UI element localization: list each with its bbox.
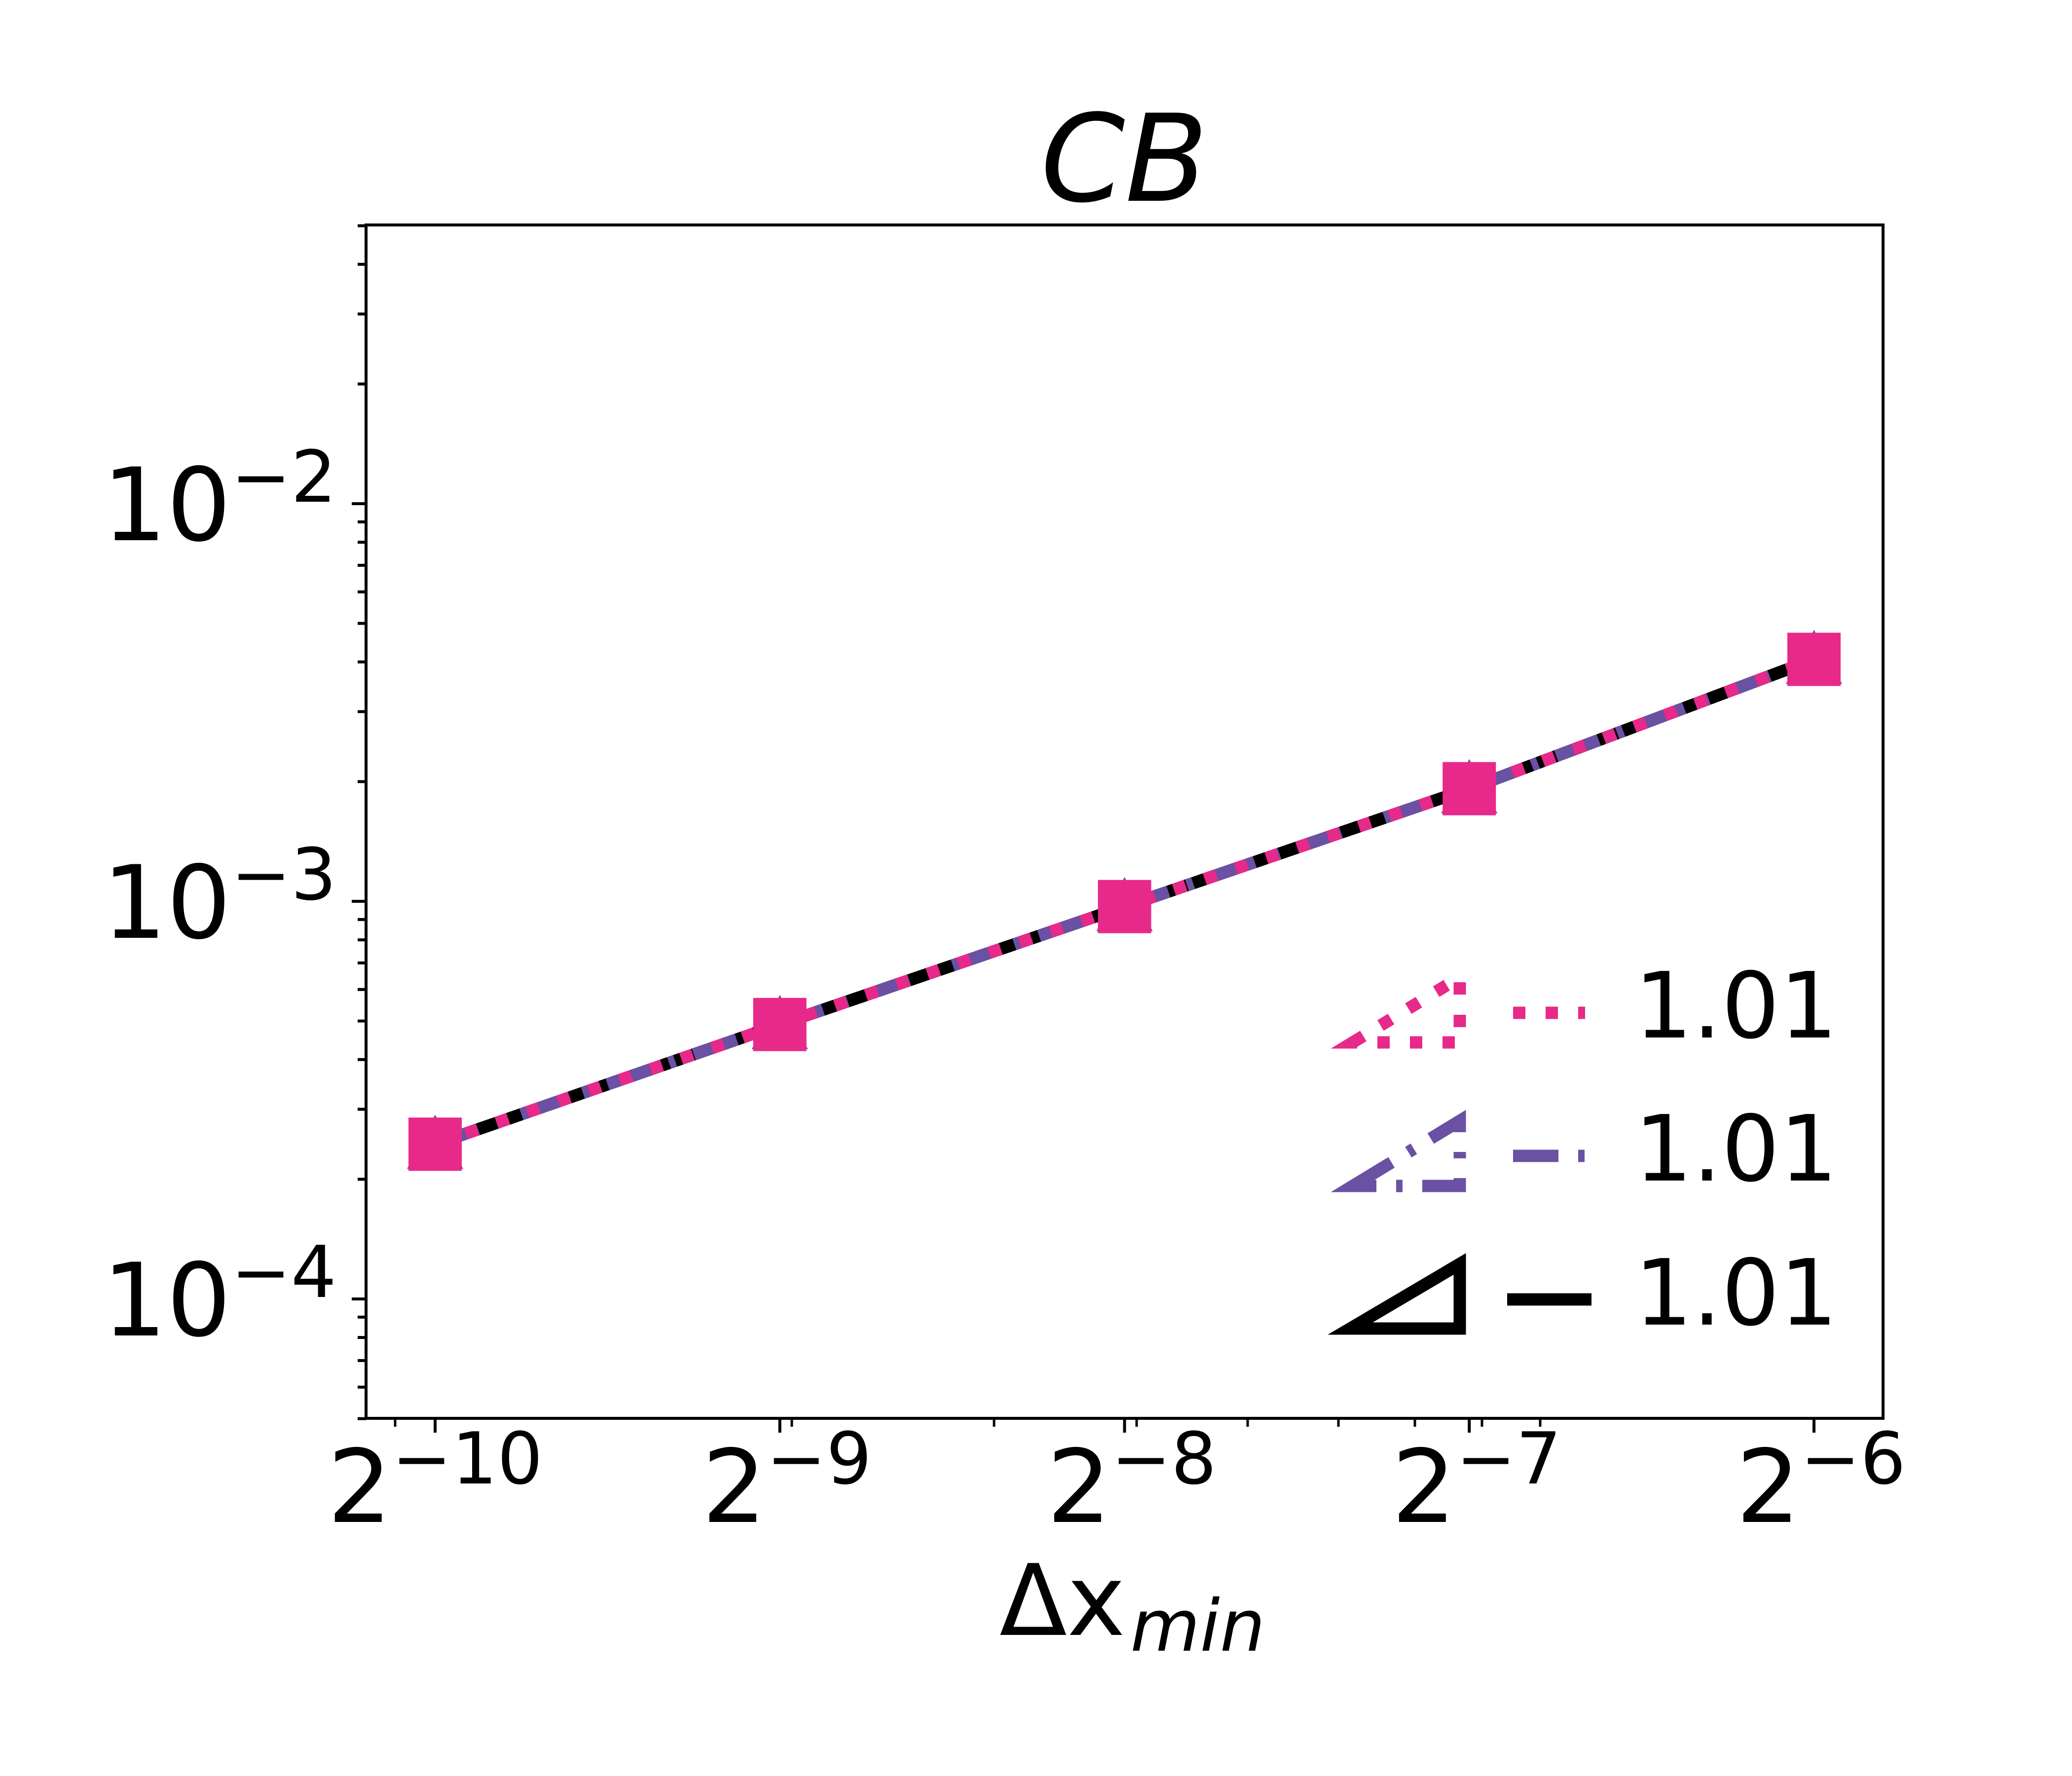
legend-entry-pink-dotted: 1.01 (1331, 953, 1838, 1059)
x-tick-label-2e-7: 2−7 (1392, 1417, 1561, 1546)
marker-layer (407, 629, 1842, 1171)
x-axis-labels: 2−10 2−9 2−8 2−7 2−6 (328, 1417, 1906, 1546)
y-tick-label-1e-2: 10−2 (102, 436, 336, 564)
y-axis-ticks (352, 224, 366, 1420)
square-marker-icon (753, 998, 807, 1051)
y-axis-labels: 10−2 10−3 10−4 (102, 436, 336, 1360)
plot-area (352, 223, 1885, 1433)
x-tick-label-2e-10: 2−10 (328, 1417, 543, 1546)
square-marker-icon (1098, 880, 1151, 933)
slope-triangle-icon (1331, 1110, 1466, 1192)
slope-triangle-icon (1328, 1253, 1466, 1335)
square-marker-icon (1443, 762, 1496, 815)
legend-label: 1.01 (1634, 1240, 1838, 1346)
x-axis-label: Δxmin (999, 1544, 1265, 1668)
x-tick-label-2e-8: 2−8 (1047, 1417, 1217, 1546)
x-axis-ticks (394, 1418, 1815, 1433)
legend: 1.01 1.01 1.01 (1328, 953, 1838, 1346)
chart-title: CB (1040, 89, 1208, 229)
series-line-dotted-pink (433, 653, 1816, 1150)
square-marker-icon (408, 1117, 462, 1171)
legend-entry-purple-dashed: 1.01 (1331, 1096, 1838, 1202)
y-tick-label-1e-3: 10−3 (102, 833, 336, 962)
y-tick-label-1e-4: 10−4 (102, 1231, 336, 1360)
x-tick-label-2e-9: 2−9 (702, 1417, 872, 1546)
x-tick-label-2e-6: 2−6 (1736, 1417, 1906, 1546)
legend-label: 1.01 (1634, 953, 1838, 1059)
square-marker-icon (1787, 632, 1841, 686)
legend-label: 1.01 (1634, 1096, 1838, 1202)
legend-entry-black-solid: 1.01 (1328, 1240, 1838, 1346)
